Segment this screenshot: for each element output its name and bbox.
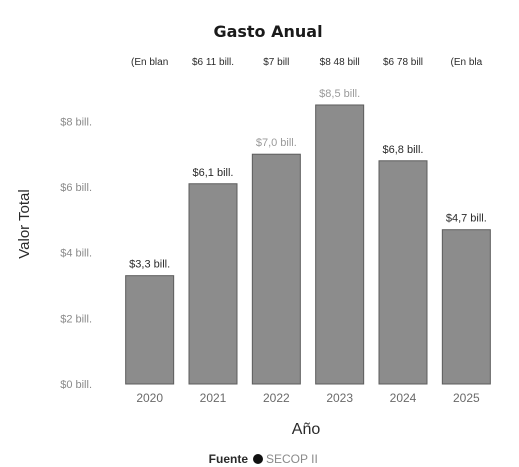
legend-marker [253,454,263,464]
top-label: (En blan [131,57,168,68]
bar [188,183,238,385]
top-label: $6 11 bill. [192,57,234,68]
bar [378,160,428,385]
top-label: $7 bill [263,57,289,68]
data-label-series: $3,3 bill. $6,1 bill. $7,0 bill. $8,5 bill.… [129,88,487,271]
x-axis: 2020 2021 2022 2023 2024 2025 [136,391,480,405]
legend: Fuente SECOP II [209,452,318,466]
y-tick-label: $2 bill. [60,313,92,325]
x-tick-label: 2024 [390,391,417,405]
bar-series [125,104,491,385]
top-label: (En bla [450,57,482,68]
bar [315,104,365,385]
data-label: $3,3 bill. [129,259,170,271]
y-tick-label: $6 bill. [60,182,92,194]
x-tick-label: 2021 [200,391,227,405]
y-axis: $0 bill. $2 bill. $4 bill. $6 bill. $8 bill. [60,116,92,391]
x-tick-label: 2020 [136,391,163,405]
bar [251,153,301,385]
y-tick-label: $8 bill. [60,116,92,128]
x-axis-label: Año [292,421,321,438]
bar [125,275,175,385]
data-label: $6,1 bill. [193,167,234,179]
chart-title: Gasto Anual [213,22,322,41]
legend-title: Fuente [209,452,249,466]
top-label: $8 48 bill [320,57,360,68]
y-axis-label: Valor Total [16,189,33,259]
x-tick-label: 2023 [326,391,353,405]
top-label: $6 78 bill [383,57,423,68]
x-tick-label: 2022 [263,391,290,405]
data-label: $6,8 bill. [383,144,424,156]
bar [441,229,491,385]
y-tick-label: $4 bill. [60,248,92,260]
x-tick-label: 2025 [453,391,480,405]
data-label: $4,7 bill. [446,213,487,225]
data-label: $7,0 bill. [256,137,297,149]
y-tick-label: $0 bill. [60,379,92,391]
top-label-row: (En blan $6 11 bill. $7 bill $8 48 bill $6 7… [131,57,483,68]
data-label: $8,5 bill. [319,88,360,100]
legend-item-label: SECOP II [266,452,318,466]
